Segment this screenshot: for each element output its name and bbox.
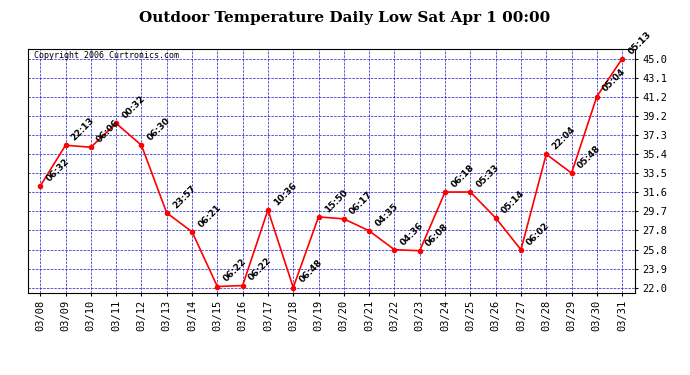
Text: 04:35: 04:35: [373, 201, 400, 228]
Text: 06:18: 06:18: [449, 163, 475, 189]
Text: 05:33: 05:33: [475, 163, 501, 189]
Text: Copyright 2006 Curtronics.com: Copyright 2006 Curtronics.com: [34, 51, 179, 60]
Text: 06:48: 06:48: [297, 258, 324, 285]
Text: 15:50: 15:50: [323, 188, 349, 214]
Text: 22:04: 22:04: [551, 125, 577, 152]
Text: 06:22: 06:22: [247, 256, 273, 283]
Text: 06:02: 06:02: [525, 220, 551, 247]
Text: 22:13: 22:13: [70, 116, 97, 142]
Text: 00:32: 00:32: [120, 94, 147, 121]
Text: 10:36: 10:36: [272, 181, 299, 207]
Text: 23:57: 23:57: [171, 183, 197, 210]
Text: 05:13: 05:13: [627, 29, 653, 56]
Text: 06:30: 06:30: [146, 116, 172, 142]
Text: 06:22: 06:22: [221, 257, 248, 284]
Text: 06:08: 06:08: [424, 222, 451, 248]
Text: 05:04: 05:04: [601, 67, 627, 94]
Text: 04:36: 04:36: [399, 220, 425, 247]
Text: Outdoor Temperature Daily Low Sat Apr 1 00:00: Outdoor Temperature Daily Low Sat Apr 1 …: [139, 11, 551, 25]
Text: 05:48: 05:48: [575, 144, 602, 170]
Text: 06:17: 06:17: [348, 189, 375, 216]
Text: 06:06: 06:06: [95, 118, 121, 144]
Text: 06:21: 06:21: [196, 202, 223, 229]
Text: 06:32: 06:32: [44, 157, 71, 183]
Text: 05:14: 05:14: [500, 189, 526, 215]
